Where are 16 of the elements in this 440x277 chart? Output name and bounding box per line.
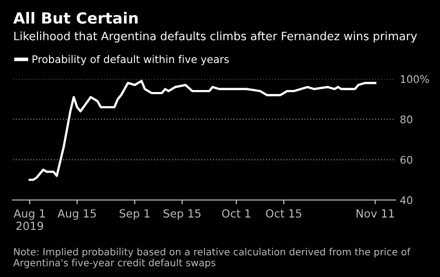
text: Note: Implied probability based on a relative calculation derived from the price of Argentina's five-year credit default swaps [13, 248, 410, 268]
chart-title: All But Certain [13, 12, 138, 24]
x-tick-label: Oct 1 [222, 209, 250, 218]
x-tick-label: Sep 1 [120, 209, 150, 220]
x-tick-label: Nov 11 [356, 209, 394, 218]
y-tick-label: 80 [400, 116, 412, 124]
x-tick-label: Aug 1 2019 [14, 209, 45, 230]
legend-label: Probability of default within five years [32, 55, 229, 66]
y-tick-label: 40 [400, 196, 412, 204]
chart-subtitle: Likelihood that Argentina defaults climbs after Fernandez wins primary [14, 32, 417, 43]
y-tick-label: 100% [400, 75, 429, 84]
x-tick-label: Aug 15 [58, 209, 96, 220]
line-series [28, 80, 376, 181]
y-tick-label: 60 [400, 156, 412, 164]
x-tick-label: Sep 15 [164, 209, 200, 220]
x-tick-label: Oct 15 [266, 209, 302, 218]
